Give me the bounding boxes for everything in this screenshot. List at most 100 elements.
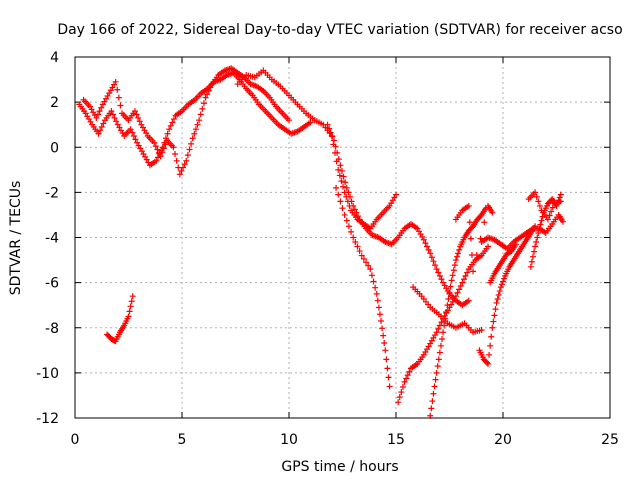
series-trace-f	[333, 184, 393, 390]
data-point	[355, 213, 362, 220]
data-point	[386, 383, 393, 390]
data-point	[343, 217, 350, 224]
data-point	[95, 130, 102, 137]
y-tick-label: -10	[36, 366, 59, 382]
data-point	[132, 136, 139, 143]
data-point	[456, 286, 463, 293]
data-point	[435, 325, 442, 332]
data-point	[188, 140, 195, 147]
data-point	[438, 319, 445, 326]
data-point	[178, 167, 185, 174]
data-point	[534, 234, 541, 241]
data-point	[399, 383, 406, 390]
data-point	[189, 135, 196, 142]
data-point	[449, 272, 456, 279]
data-point	[154, 146, 161, 153]
data-point	[422, 240, 429, 247]
data-point	[424, 243, 431, 250]
y-axis-title: SDTVAR / TECUs	[8, 181, 24, 296]
data-point	[338, 167, 345, 174]
data-point	[191, 130, 198, 137]
data-point	[497, 284, 504, 291]
series-trace-o	[452, 202, 496, 275]
data-point	[199, 105, 206, 112]
data-point	[197, 111, 204, 118]
data-point	[326, 125, 333, 132]
data-point	[535, 198, 542, 205]
x-tick-label: 25	[601, 432, 619, 448]
data-point	[115, 94, 122, 101]
data-point	[329, 133, 336, 140]
data-point	[350, 234, 357, 241]
data-point	[557, 191, 564, 198]
data-point	[112, 78, 119, 85]
data-point	[348, 228, 355, 235]
data-point	[441, 322, 448, 329]
data-point	[485, 360, 492, 367]
data-point	[335, 166, 342, 173]
data-point	[494, 295, 501, 302]
data-point	[307, 119, 314, 126]
data-point	[113, 118, 120, 125]
data-point	[437, 342, 444, 349]
data-point	[440, 329, 447, 336]
data-point	[154, 154, 161, 161]
data-point	[159, 144, 166, 151]
data-point	[356, 248, 363, 255]
series-trace-g	[395, 243, 492, 406]
data-point	[384, 365, 391, 372]
series-trace-l	[487, 241, 519, 286]
data-point	[345, 223, 352, 230]
data-point	[478, 327, 485, 334]
data-point	[433, 369, 440, 376]
x-axis-title: GPS time / hours	[281, 459, 398, 475]
data-point	[186, 146, 193, 153]
data-point	[333, 184, 340, 191]
data-point	[200, 100, 207, 107]
data-point	[393, 191, 399, 198]
data-point	[100, 120, 107, 127]
data-point	[448, 277, 455, 284]
data-point	[456, 246, 463, 253]
series-trace-c	[104, 293, 136, 345]
data-point	[126, 308, 133, 315]
data-point	[450, 267, 457, 274]
data-point	[128, 298, 135, 305]
data-point	[340, 183, 347, 190]
data-point	[167, 122, 174, 129]
data-point	[192, 126, 199, 133]
data-point	[512, 241, 519, 248]
data-point	[452, 257, 459, 264]
data-point	[435, 356, 442, 363]
data-point	[380, 332, 387, 339]
data-point	[498, 281, 505, 288]
data-point	[164, 130, 171, 137]
data-point	[131, 108, 138, 115]
data-point	[435, 269, 442, 276]
data-point	[533, 239, 540, 246]
data-point	[130, 132, 137, 139]
data-point	[396, 394, 403, 401]
data-point	[336, 172, 343, 179]
data-point	[536, 202, 543, 209]
data-point	[350, 202, 357, 209]
data-point	[327, 129, 334, 136]
data-point	[370, 278, 377, 285]
data-point	[439, 336, 446, 343]
data-point	[548, 208, 555, 215]
data-point	[470, 268, 477, 275]
data-point	[358, 252, 365, 259]
series-trace-i	[410, 284, 485, 336]
data-point	[473, 251, 480, 258]
data-point	[372, 284, 379, 291]
data-point	[342, 179, 349, 186]
data-point	[549, 204, 556, 211]
data-point	[447, 283, 454, 290]
data-point	[376, 311, 383, 318]
data-point	[495, 292, 502, 299]
data-point	[451, 262, 458, 269]
data-point	[375, 304, 382, 311]
data-point	[438, 276, 445, 283]
data-point	[443, 308, 450, 315]
data-point	[194, 121, 201, 128]
